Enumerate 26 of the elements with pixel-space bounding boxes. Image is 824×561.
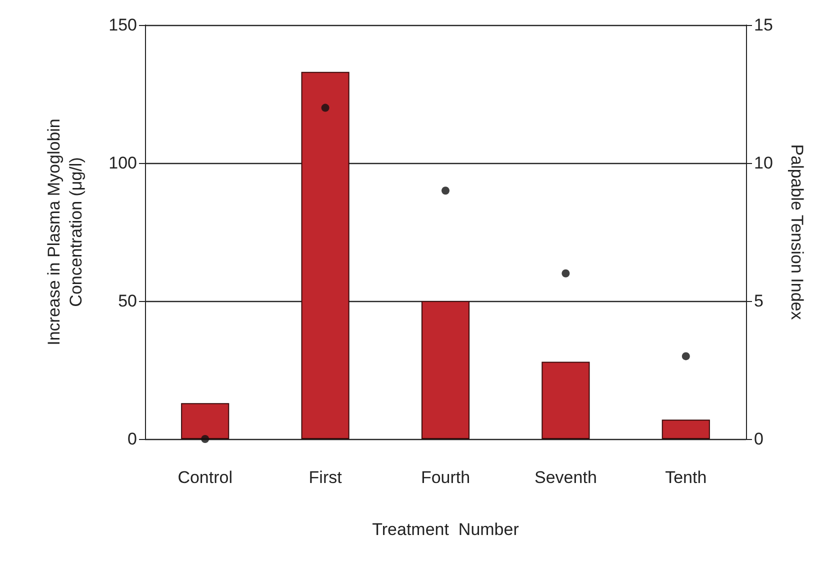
x-tick-label: Seventh <box>534 468 597 487</box>
x-tick-label: Fourth <box>420 468 470 487</box>
y-axis-title: Increase in Plasma Myoglobin Concentration (μg/l) <box>44 118 86 346</box>
y2-tick-label: 0 <box>754 430 764 448</box>
x-tick-label: First <box>308 468 342 487</box>
y-tick-label: 50 <box>118 292 137 310</box>
y2-axis-title: Palpable Tension Index <box>788 144 806 320</box>
point <box>201 435 210 443</box>
y-tick-label: 150 <box>108 16 137 34</box>
y2-tick-label: 15 <box>754 16 773 34</box>
bar <box>301 72 350 439</box>
bar <box>542 362 590 439</box>
bar <box>181 403 230 439</box>
x-axis-title: Treatment Number <box>372 520 520 539</box>
y-tick-label: 0 <box>128 430 137 448</box>
y2-tick-label: 5 <box>754 292 764 310</box>
point <box>562 269 570 278</box>
y2-tick-label: 10 <box>754 154 773 172</box>
point <box>442 186 450 195</box>
bar <box>662 420 710 439</box>
point <box>321 104 330 112</box>
point <box>682 352 690 360</box>
x-tick-label: Tenth <box>665 468 707 487</box>
x-tick-label: Control <box>178 468 233 487</box>
y-tick-label: 100 <box>108 154 137 172</box>
bar <box>421 301 470 439</box>
